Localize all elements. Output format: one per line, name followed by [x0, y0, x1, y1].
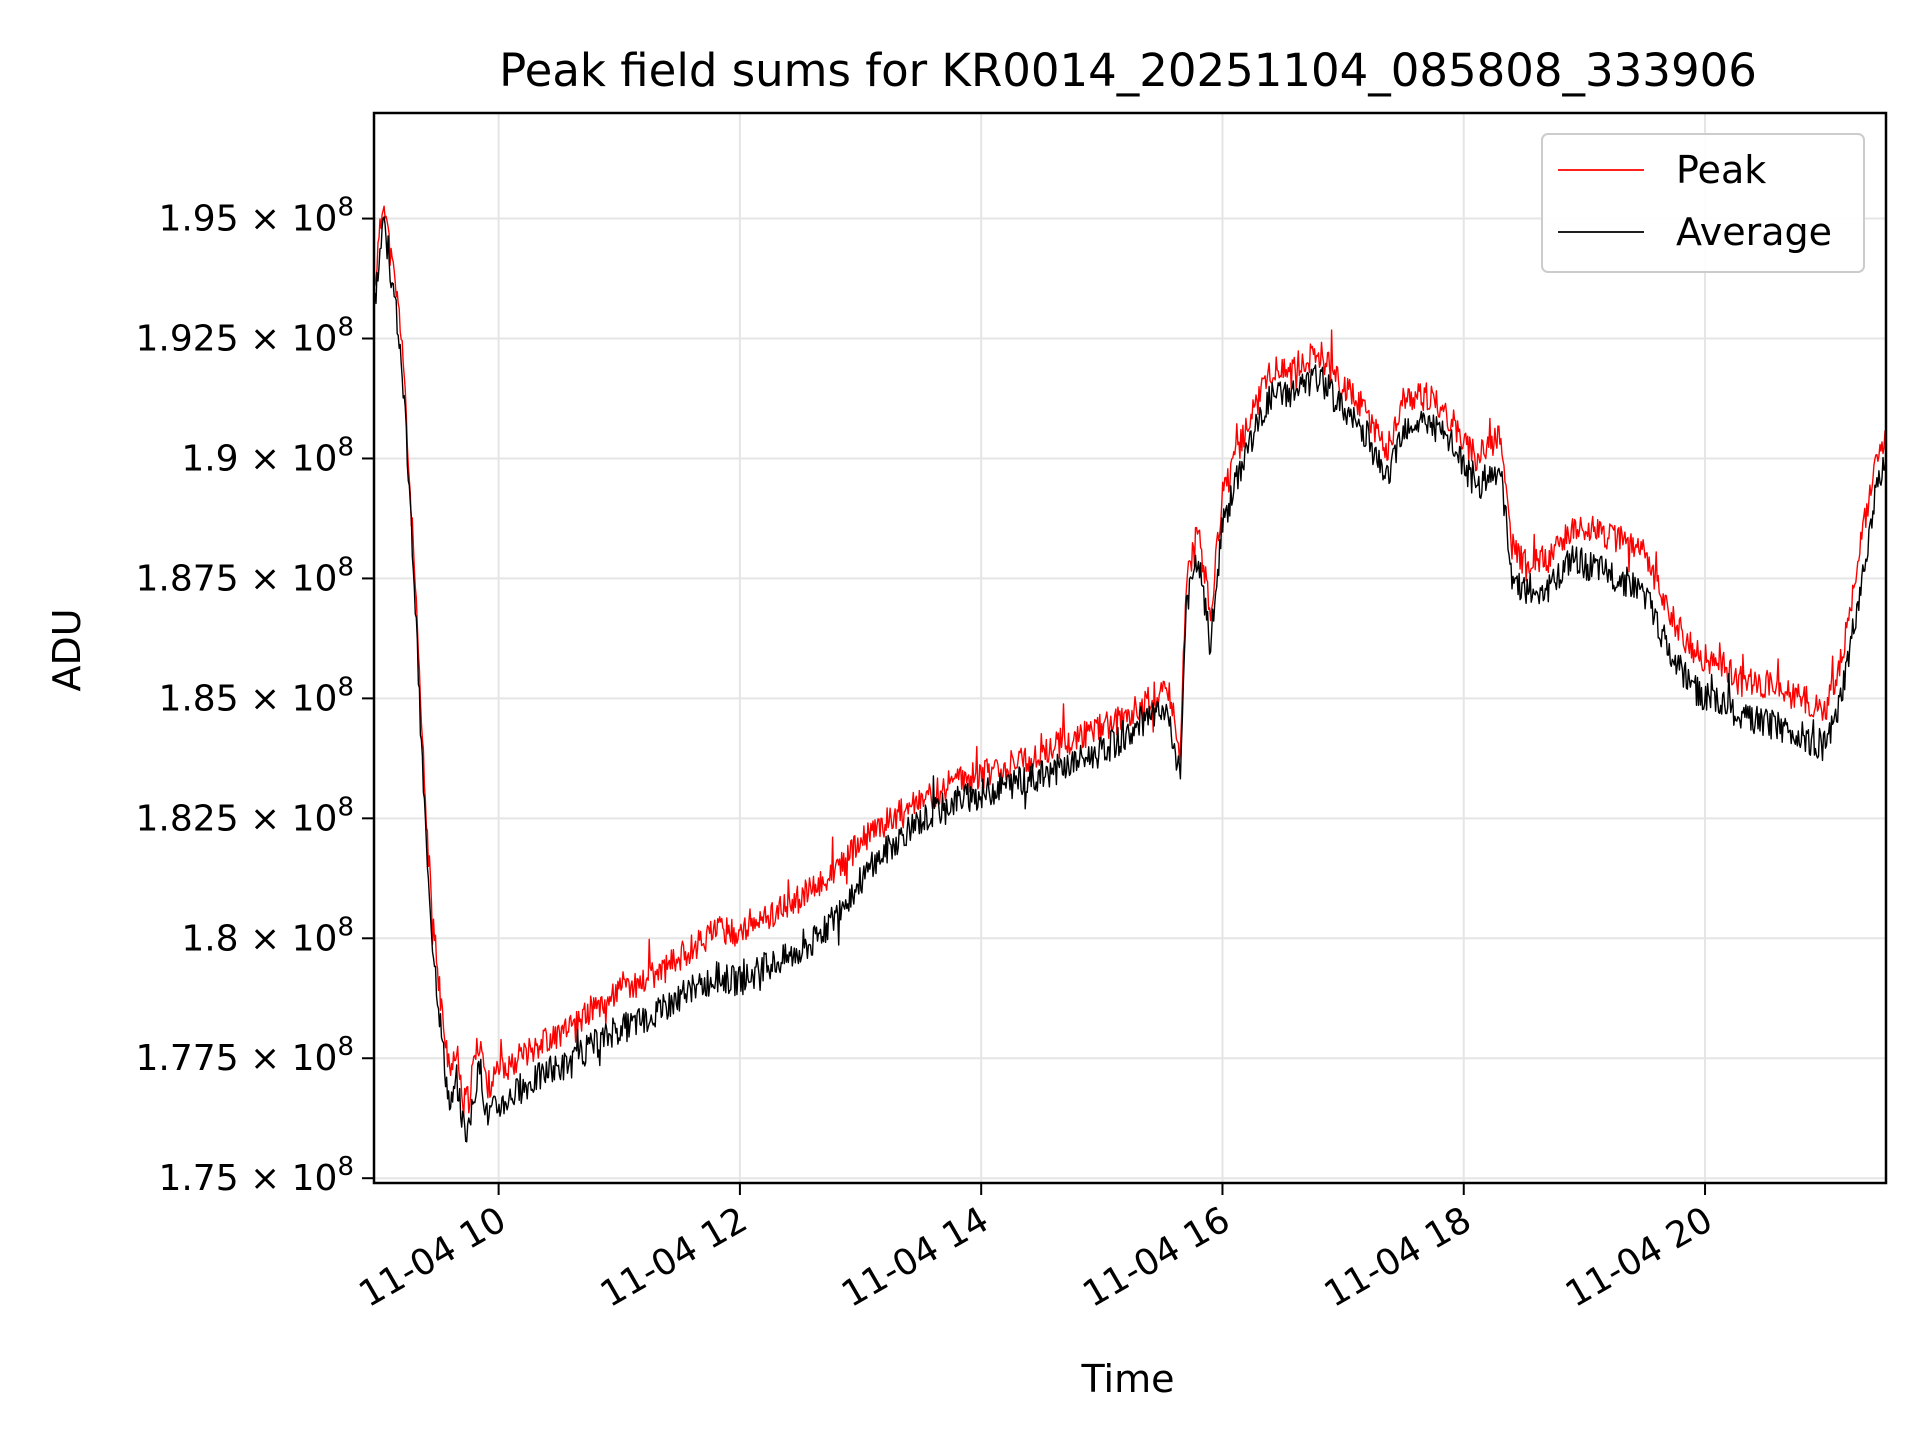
y-tick-label: 1.925 × 108: [136, 313, 354, 360]
y-tick-label: 1.825 × 108: [136, 792, 354, 839]
y-tick-label: 1.75 × 108: [158, 1152, 354, 1199]
series-line-average: [374, 216, 1886, 1143]
x-axis-label: Time: [1081, 1357, 1175, 1401]
plot-frame: [372, 111, 1888, 1185]
y-axis-label: ADU: [45, 608, 89, 691]
y-axis-ticks: 1.75 × 108 1.775 × 108 1.8 × 108 1.825 × 10…: [136, 193, 374, 1199]
legend-box: [1541, 133, 1865, 273]
grid: [374, 113, 1886, 1183]
y-tick-label: 1.95 × 108: [158, 193, 354, 240]
y-tick-label: 1.85 × 108: [158, 672, 354, 719]
chart-title: Peak field sums for KR0014_20251104_0858…: [499, 44, 1757, 97]
series-line-peak: [374, 205, 1886, 1118]
legend: Peak Average: [1541, 133, 1865, 273]
y-tick-label: 1.875 × 108: [136, 552, 354, 599]
legend-label-peak: Peak: [1676, 148, 1766, 192]
y-tick-label: 1.9 × 108: [181, 432, 354, 479]
legend-label-average: Average: [1676, 210, 1832, 254]
series-layer: [374, 205, 1886, 1143]
y-tick-label: 1.775 × 108: [136, 1032, 354, 1079]
y-tick-label: 1.8 × 108: [181, 912, 354, 959]
